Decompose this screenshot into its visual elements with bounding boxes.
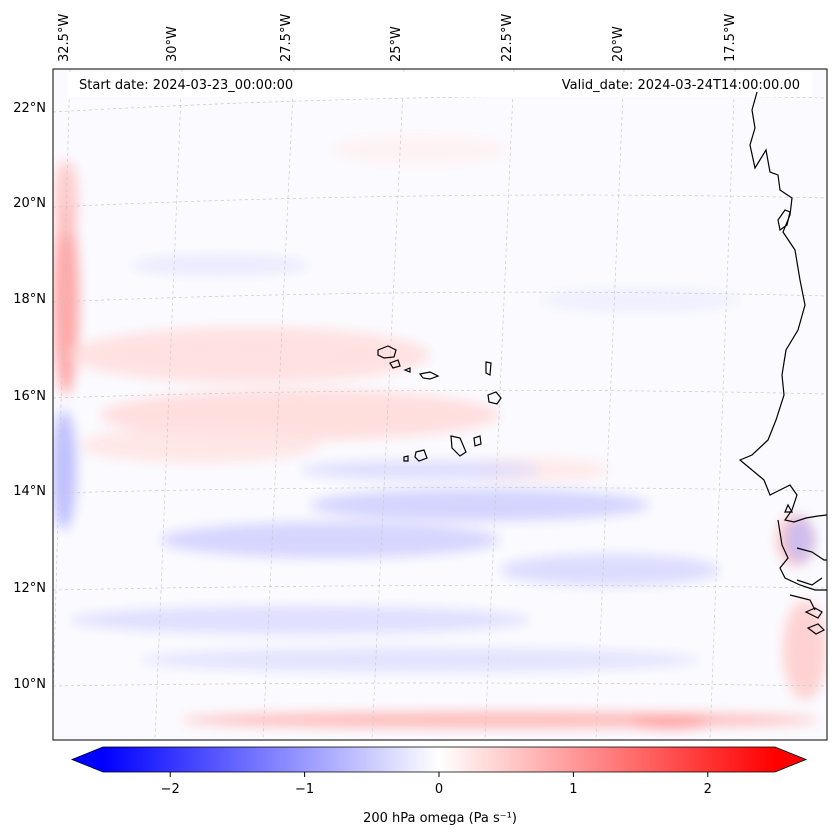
colorbar-max-extend: [775, 747, 806, 772]
longitude-labels: 32.5°W 30°W 27.5°W 25°W 22.5°W 20°W 17.5…: [57, 14, 738, 62]
lat-label: 10°N: [13, 677, 46, 692]
lon-label: 30°W: [165, 26, 180, 62]
colorbar-tick-label: 0: [435, 782, 443, 797]
colorbar-min-extend: [72, 747, 103, 772]
lon-label: 25°W: [389, 26, 404, 62]
lat-label: 18°N: [13, 292, 46, 307]
lon-label: 17.5°W: [723, 14, 738, 62]
colorbar-tick-label: 2: [704, 782, 712, 797]
lat-label: 16°N: [13, 389, 46, 404]
lat-label: 14°N: [13, 484, 46, 499]
africa-coastline: [738, 91, 827, 523]
graticule: [53, 69, 827, 740]
colorbar-outline: [70, 746, 808, 773]
map-frame: [52, 68, 828, 741]
colorbar-tick-label: −2: [161, 782, 180, 797]
colorbar-tick-label: 1: [569, 782, 577, 797]
omega-field: [53, 69, 827, 740]
colorbar-ticks: −2 −1 0 1 2: [161, 772, 712, 797]
colorbar-tick-label: −1: [295, 782, 314, 797]
header-box: [68, 72, 812, 97]
lat-label: 12°N: [13, 581, 46, 596]
start-date-label: Start date: 2024-03-23_00:00:00: [79, 78, 294, 93]
lon-label: 27.5°W: [279, 14, 294, 62]
lon-label: 22.5°W: [500, 14, 515, 62]
lon-label: 20°W: [611, 26, 626, 62]
colorbar-title: 200 hPa omega (Pa s⁻¹): [363, 811, 517, 826]
lat-label: 22°N: [13, 101, 46, 116]
colorbar-gradient: [103, 747, 775, 772]
coastlines: [377, 91, 827, 635]
cape-verde-islands: [377, 345, 397, 359]
colorbar: −2 −1 0 1 2 200 hPa omega (Pa s⁻¹): [70, 746, 808, 826]
latitude-labels: 22°N 20°N 18°N 16°N 14°N 12°N 10°N: [13, 101, 46, 692]
valid-date-label: Valid_date: 2024-03-24T14:00:00.00: [561, 78, 800, 93]
lon-label: 32.5°W: [57, 14, 72, 62]
lat-label: 20°N: [13, 196, 46, 211]
